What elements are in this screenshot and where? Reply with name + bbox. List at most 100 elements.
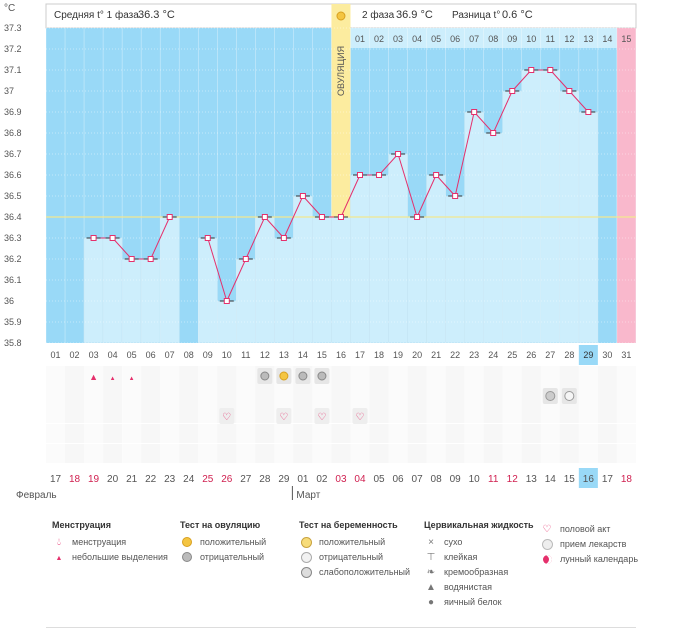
marker-row-cell: [255, 404, 275, 423]
marker-row-cell: [236, 424, 256, 443]
marker-row-cell: [255, 385, 275, 404]
y-tick-label: 36.8: [4, 128, 22, 138]
cycle-day-label: 05: [127, 350, 137, 360]
temperature-point: [376, 172, 383, 178]
marker-row-cell: [616, 385, 636, 404]
marker-row-cell: [255, 444, 275, 463]
temperature-point: [242, 256, 249, 262]
cycle-day-label: 31: [621, 350, 631, 360]
legend-item: 💧︎ менструация: [52, 535, 168, 550]
y-tick-label: 37: [4, 86, 14, 96]
cycle-day-label: 24: [488, 350, 498, 360]
temperature-point: [395, 151, 402, 157]
cycle-day-label: 13: [279, 350, 289, 360]
cycle-day-label: 17: [355, 350, 365, 360]
temperature-point: [452, 193, 459, 199]
legend-item: ▲ водянистая: [424, 580, 534, 595]
marker-row-cell: [160, 385, 180, 404]
marker-row-cell: [540, 366, 560, 385]
marker-row-cell: [616, 404, 636, 423]
legend-item: ⊤ клейкая: [424, 550, 534, 565]
cycle-day-label: 27: [545, 350, 555, 360]
marker-row-cell: [141, 385, 161, 404]
legend-item: ❧ кремообразная: [424, 565, 534, 580]
heart-icon: ♡: [356, 412, 365, 423]
marker-row-cell: [217, 366, 237, 385]
phase2-day-label: 03: [393, 34, 403, 44]
current-day-cell: [578, 345, 598, 365]
temperature-line-segment: [207, 237, 228, 302]
marker-row-cell: [160, 366, 180, 385]
marker-row-cell: [65, 385, 85, 404]
marker-row-cell: [464, 404, 484, 423]
marker-row-cell: [331, 385, 351, 404]
drop-icon: 💧︎: [57, 537, 61, 548]
temperature-line-segment: [511, 69, 532, 92]
temperature-point: [147, 256, 154, 262]
temperature-point: [128, 256, 135, 262]
marker-row-cell: [46, 444, 66, 463]
marker-row-cell: [141, 404, 161, 423]
marker-row-cell: [84, 366, 104, 385]
temperature-bar: [197, 237, 218, 344]
marker-row-cell: [559, 444, 579, 463]
legend-item: ♡ половой акт: [540, 522, 638, 537]
calendar-date-label: 09: [450, 474, 462, 485]
calendar-date-label: 24: [183, 474, 195, 485]
marker-row-cell: [407, 424, 427, 443]
cycle-day-label: 26: [526, 350, 536, 360]
marker-row-cell: [388, 404, 408, 423]
phase2-value: 36.9 °C: [396, 9, 433, 21]
marker-row-cell: [84, 444, 104, 463]
phase2-header-row: [350, 28, 636, 48]
calendar-date-label: 04: [354, 474, 366, 485]
temperature-bar: [445, 195, 465, 344]
marker-row-cell: [236, 404, 256, 423]
cycle-day-label: 10: [222, 350, 232, 360]
calendar-date-label: 14: [545, 474, 557, 485]
legend-item: ● яичный белок: [424, 595, 534, 610]
legend-other: ♡ половой акт прием лекарств лунный кален…: [540, 520, 638, 567]
marker-row-cell: [160, 444, 180, 463]
legend-cervical-title: Цервикальная жидкость: [424, 520, 534, 530]
cycle-day-label: 08: [184, 350, 194, 360]
marker-row-cell: [293, 404, 313, 423]
watery-icon: ▲: [426, 582, 436, 593]
marker-row-cell: [483, 366, 503, 385]
temperature-line-segment: [283, 195, 304, 239]
marker-row-cell: [179, 385, 199, 404]
temperature-point: [261, 214, 268, 220]
marker-row-cell: [483, 444, 503, 463]
calendar-date-label: 29: [278, 474, 290, 485]
temperature-bar: [293, 195, 313, 344]
pregnancy-negative-icon: [299, 550, 313, 565]
calendar-date-label: 18: [69, 474, 81, 485]
marker-row-cell: [426, 366, 446, 385]
sticky-icon: ⊤: [426, 552, 436, 563]
temperature-point: [223, 298, 230, 304]
marker-row-cell: [122, 424, 142, 443]
drop-icon: ▲: [89, 372, 98, 382]
phase2-day-label: 07: [469, 34, 479, 44]
marker-row-cell: [236, 444, 256, 463]
temperature-point: [90, 235, 97, 241]
marker-row-cell: [141, 444, 161, 463]
calendar-date-label: 08: [431, 474, 443, 485]
marker-row-cell: [578, 404, 598, 423]
calendar-date-label: 18: [621, 474, 633, 485]
menstruation-day-column: [616, 28, 636, 343]
temperature-line-segment: [340, 174, 361, 218]
temperature-bar: [350, 174, 370, 344]
temperature-line-segment: [245, 216, 266, 260]
marker-row-cell: [369, 424, 389, 443]
calendar-date-label: 06: [392, 474, 404, 485]
marker-row-cell: [388, 385, 408, 404]
temperature-point: [299, 193, 306, 199]
calendar-date-label: 05: [373, 474, 385, 485]
marker-row-cell: [198, 424, 218, 443]
marker-row-cell: [274, 424, 294, 443]
marker-row-cell: [331, 404, 351, 423]
cycle-day-label: 16: [336, 350, 346, 360]
marker-row-cell: [559, 366, 579, 385]
cycle-day-label: 19: [393, 350, 403, 360]
